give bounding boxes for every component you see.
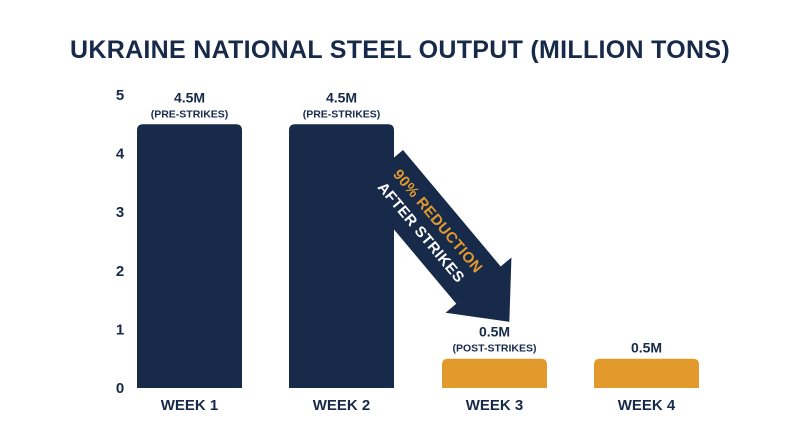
bar-week-3: [442, 358, 547, 388]
bar-week-2: [289, 124, 394, 389]
value-labels-group: 4.5M (PRE-STRIKES) 4.5M (PRE-STRIKES) 0.5M (P…: [151, 89, 662, 355]
y-tick-label: 3: [116, 204, 124, 221]
arrow-icon: [358, 150, 512, 322]
value-label: 4.5M: [174, 89, 205, 105]
value-label: 4.5M: [326, 89, 357, 105]
y-tick-label: 1: [116, 321, 124, 338]
value-note: (PRE-STRIKES): [303, 108, 381, 120]
bar-week-1: [137, 124, 242, 389]
value-note: (PRE-STRIKES): [151, 108, 229, 120]
y-tick-label: 0: [116, 380, 124, 397]
chart-title: UKRAINE NATIONAL STEEL OUTPUT (MILLION T…: [70, 36, 730, 64]
x-axis: WEEK 1 WEEK 2 WEEK 3 WEEK 4: [161, 397, 676, 414]
x-tick-label: WEEK 3: [466, 397, 524, 414]
value-label: 0.5M: [479, 324, 510, 340]
y-axis: 0 1 2 3 4 5: [116, 87, 125, 397]
value-note: (POST-STRIKES): [452, 343, 536, 355]
y-tick-label: 4: [116, 146, 125, 163]
y-tick-label: 2: [116, 263, 124, 280]
y-tick-label: 5: [116, 87, 124, 104]
x-tick-label: WEEK 4: [618, 397, 676, 414]
x-tick-label: WEEK 1: [161, 397, 219, 414]
value-label: 0.5M: [631, 340, 662, 356]
bar-week-4: [594, 358, 699, 388]
x-tick-label: WEEK 2: [313, 397, 371, 414]
